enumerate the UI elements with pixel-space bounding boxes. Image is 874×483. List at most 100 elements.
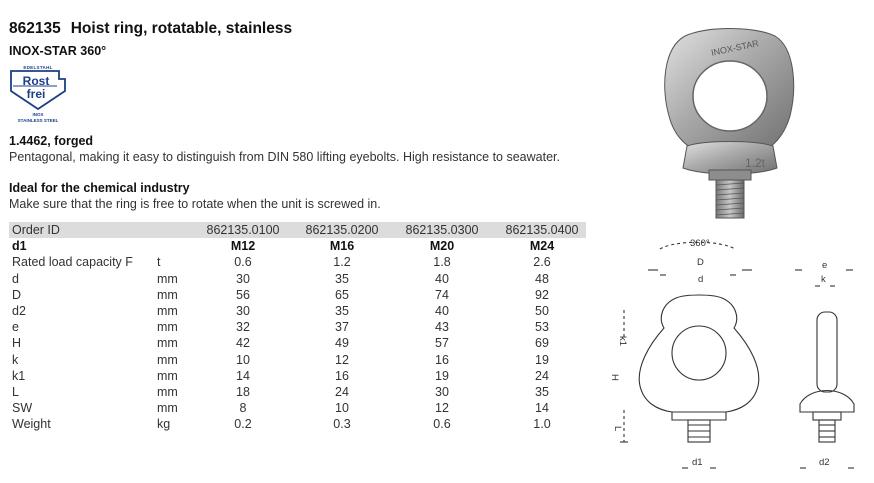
row-label: SW (12, 401, 33, 416)
row-label: d2 (12, 303, 26, 318)
cell: 14 (236, 368, 250, 383)
row-label: H (12, 336, 22, 351)
label-d1: d1 (692, 457, 703, 468)
cell: 0.2 (234, 417, 252, 432)
row-label: d (12, 271, 19, 286)
cell: 12 (335, 352, 349, 367)
cell: 30 (435, 384, 449, 399)
badge-line2: frei (26, 87, 46, 101)
table-row: d mm 30 35 40 48 (9, 271, 586, 287)
row-unit: mm (157, 352, 178, 367)
row-unit: mm (157, 271, 178, 286)
cell: M24 (529, 239, 555, 254)
table-row: Weight kg 0.2 0.3 0.6 1.0 (9, 416, 586, 432)
cell: 37 (335, 320, 349, 335)
label-D: D (697, 257, 704, 268)
cell: 65 (335, 287, 349, 302)
row-label: D (12, 287, 22, 302)
cell: 19 (435, 368, 449, 383)
label-H: H (609, 374, 620, 381)
cell: 53 (535, 320, 549, 335)
row-unit: t (157, 255, 161, 270)
table-row: H mm 42 49 57 69 (9, 335, 586, 351)
cell: 48 (535, 271, 549, 286)
cell: 10 (236, 352, 250, 367)
label-e: e (822, 260, 827, 271)
cell: 57 (435, 336, 449, 351)
product-photo: INOX-STAR 1.2t (664, 28, 795, 219)
badge-bottom1: INOX (32, 112, 44, 117)
industry-title: Ideal for the chemical industry (9, 181, 190, 195)
cell: 42 (236, 336, 250, 351)
cell: 24 (335, 384, 349, 399)
cell: 1.2 (333, 255, 351, 270)
cell: 10 (335, 401, 349, 416)
cell: 19 (535, 352, 549, 367)
cell: 49 (335, 336, 349, 351)
table-row: k1 mm 14 16 19 24 (9, 368, 586, 384)
row-label: Rated load capacity F (12, 255, 133, 270)
badge-bottom2: STAINLESS STEEL (17, 118, 59, 123)
cell: 862135.0400 (505, 223, 579, 237)
cell: 35 (335, 303, 349, 318)
row-unit: mm (157, 303, 178, 318)
table-row: d1 M12 M16 M20 M24 (9, 238, 586, 254)
product-title: 862135 Hoist ring, rotatable, stainless (9, 20, 292, 38)
cell: 35 (535, 384, 549, 399)
cell: 12 (435, 401, 449, 416)
cell: 8 (239, 401, 247, 416)
cell: 24 (535, 368, 549, 383)
cell: 30 (236, 271, 250, 286)
label-k1: k1 (617, 336, 628, 346)
cell: 30 (236, 303, 250, 318)
table-row: D mm 56 65 74 92 (9, 287, 586, 303)
technical-drawing: 360° D d e k k1 H L d1 d2 (609, 238, 855, 469)
table-row: SW mm 8 10 12 14 (9, 400, 586, 416)
cell: 1.0 (533, 417, 551, 432)
industry-description: Make sure that the ring is free to rotat… (9, 197, 381, 211)
cell: 18 (236, 384, 250, 399)
label-k: k (821, 274, 826, 285)
cell: 32 (236, 320, 250, 335)
row-label: e (12, 320, 19, 335)
shield-icon (10, 70, 66, 111)
cell: 14 (535, 401, 549, 416)
row-label: L (12, 384, 19, 399)
cell: 92 (535, 287, 549, 302)
cell: 0.6 (433, 417, 451, 432)
product-name: Hoist ring, rotatable, stainless (70, 20, 293, 37)
cell: 0.3 (333, 417, 351, 432)
cell: 56 (236, 287, 250, 302)
row-unit: mm (157, 287, 178, 302)
cell: 862135.0200 (305, 223, 379, 237)
product-number: 862135 (9, 20, 61, 37)
table-row: Rated load capacity F t 0.6 1.2 1.8 2.6 (9, 254, 586, 270)
cell: 862135.0100 (206, 223, 280, 237)
cell: 74 (435, 287, 449, 302)
photo-marking: 1.2t (745, 156, 766, 170)
cell: M20 (429, 239, 455, 254)
material-title: 1.4462, forged (9, 134, 94, 148)
cell: 1.8 (433, 255, 451, 270)
row-label: Order ID (12, 223, 60, 237)
row-unit: mm (157, 384, 178, 399)
badge-top-text: EDELSTAHL (23, 65, 53, 70)
row-unit: mm (157, 336, 178, 351)
row-label: d1 (12, 239, 27, 254)
cell: 50 (535, 303, 549, 318)
row-unit: kg (157, 417, 171, 432)
badge-line1: Rost (22, 74, 50, 88)
label-angle: 360° (690, 238, 710, 249)
cell: 43 (435, 320, 449, 335)
material-description: Pentagonal, making it easy to distinguis… (9, 150, 560, 164)
cell: M16 (329, 239, 355, 254)
table-row: e mm 32 37 43 53 (9, 319, 586, 335)
cell: 16 (435, 352, 449, 367)
cell: 862135.0300 (405, 223, 479, 237)
table-row: k mm 10 12 16 19 (9, 352, 586, 368)
row-label: k (12, 352, 19, 367)
cell: 40 (435, 303, 449, 318)
label-d2: d2 (819, 457, 830, 468)
cell: 40 (435, 271, 449, 286)
product-series: INOX-STAR 360° (9, 44, 107, 58)
